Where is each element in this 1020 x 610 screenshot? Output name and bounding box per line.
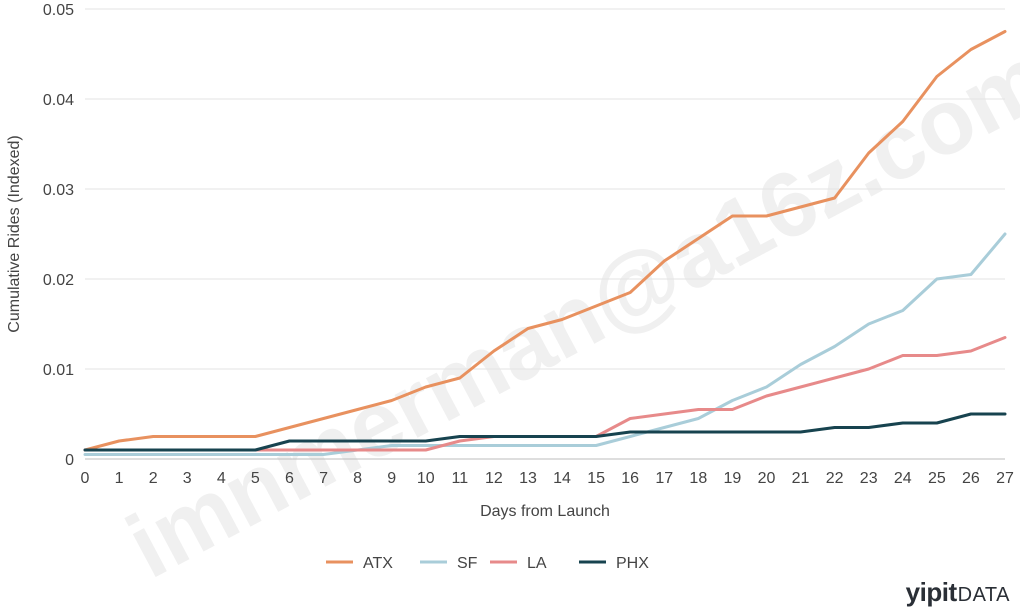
x-tick-label: 8 xyxy=(353,470,362,487)
x-tick-label: 24 xyxy=(894,470,912,487)
legend-item-phx: PHX xyxy=(579,555,649,572)
logo-suffix: DATA xyxy=(957,584,1010,606)
y-tick-label: 0.02 xyxy=(43,272,74,289)
x-tick-label: 6 xyxy=(285,470,294,487)
x-tick-label: 19 xyxy=(724,470,742,487)
x-tick-label: 14 xyxy=(553,470,571,487)
x-tick-label: 15 xyxy=(587,470,605,487)
x-tick-label: 12 xyxy=(485,470,503,487)
x-axis-label: Days from Launch xyxy=(480,503,610,520)
gridlines xyxy=(85,8,1005,460)
x-tick-label: 20 xyxy=(758,470,776,487)
logo-brand: yipit xyxy=(905,577,957,607)
series-lines xyxy=(83,30,1007,456)
y-tick-label: 0 xyxy=(65,452,74,469)
x-tick-label: 4 xyxy=(217,470,226,487)
legend-item-atx: ATX xyxy=(326,555,393,572)
x-tick-label: 21 xyxy=(792,470,810,487)
series-line-sf xyxy=(83,232,1007,456)
x-tick-label: 27 xyxy=(996,470,1014,487)
y-axis-label: Cumulative Rides (Indexed) xyxy=(6,135,23,332)
x-tick-label: 16 xyxy=(621,470,639,487)
x-axis-ticks: 0 1 2 3 4 5 6 7 8 9 10 11 12 13 14 15 16 17 18 19 20 21 22 23 24… xyxy=(81,470,1014,487)
legend-label: PHX xyxy=(616,555,649,572)
x-tick-label: 3 xyxy=(183,470,192,487)
y-tick-label: 0.01 xyxy=(43,362,74,379)
x-tick-label: 22 xyxy=(826,470,844,487)
x-tick-label: 17 xyxy=(655,470,673,487)
x-tick-label: 25 xyxy=(928,470,946,487)
legend-label: LA xyxy=(527,555,547,572)
y-axis-ticks: 0 0.01 0.02 0.03 0.04 0.05 xyxy=(43,2,74,469)
x-tick-label: 5 xyxy=(251,470,260,487)
x-tick-label: 13 xyxy=(519,470,537,487)
legend-label: SF xyxy=(457,555,478,572)
x-tick-label: 18 xyxy=(689,470,707,487)
x-tick-label: 23 xyxy=(860,470,878,487)
y-tick-label: 0.04 xyxy=(43,92,74,109)
x-tick-label: 26 xyxy=(962,470,980,487)
legend-item-sf: SF xyxy=(420,555,478,572)
legend: ATX SF LA PHX xyxy=(326,555,649,572)
y-tick-label: 0.05 xyxy=(43,2,74,19)
x-tick-label: 2 xyxy=(149,470,158,487)
series-line-phx xyxy=(83,412,1007,452)
x-tick-label: 10 xyxy=(417,470,435,487)
yipit-data-logo: yipitDATA xyxy=(906,577,1010,608)
legend-item-la: LA xyxy=(490,555,547,572)
y-tick-label: 0.03 xyxy=(43,182,74,199)
x-tick-label: 1 xyxy=(115,470,124,487)
x-tick-label: 0 xyxy=(81,470,90,487)
legend-label: ATX xyxy=(363,555,393,572)
x-tick-label: 9 xyxy=(387,470,396,487)
x-tick-label: 11 xyxy=(452,470,469,487)
series-line-atx xyxy=(83,30,1007,452)
x-tick-label: 7 xyxy=(319,470,328,487)
